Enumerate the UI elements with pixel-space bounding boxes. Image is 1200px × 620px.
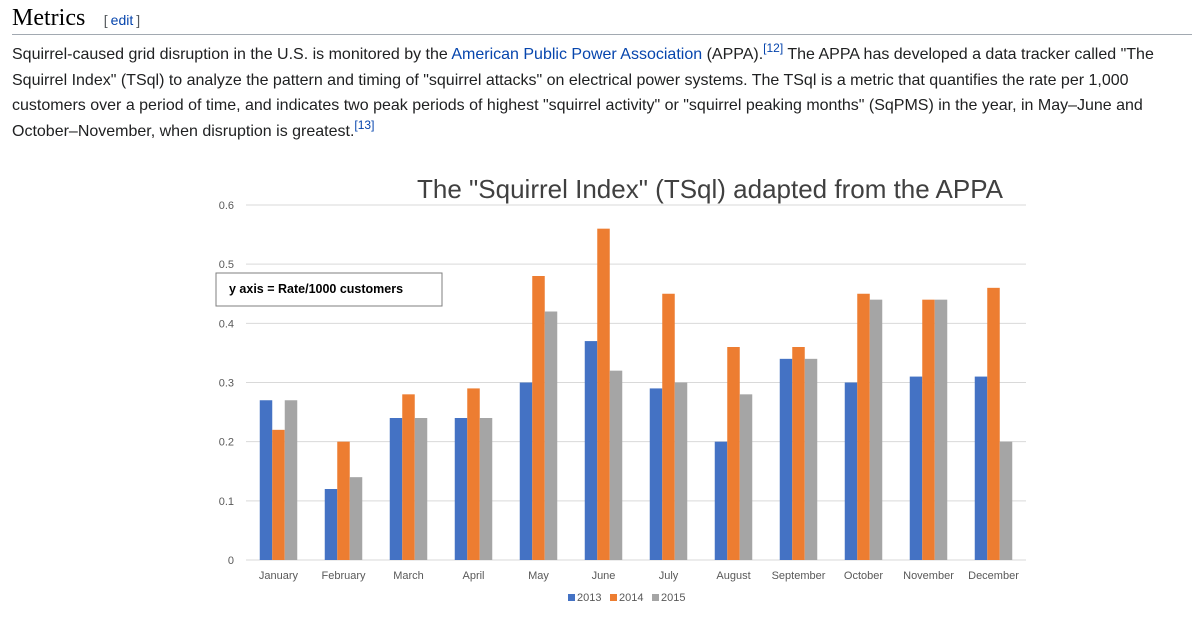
category-label: November xyxy=(903,570,954,582)
bar-march-2014 xyxy=(402,394,415,560)
category-labels: January February March April May June July Augu… xyxy=(259,570,1019,582)
bar-may-2013 xyxy=(519,382,533,560)
legend-swatch-2013 xyxy=(568,594,575,601)
bar-november-2013 xyxy=(909,376,923,560)
edit-section: [edit] xyxy=(104,2,140,38)
bar-july-2014 xyxy=(662,293,675,560)
squirrel-index-chart: The "Squirrel Index" (TSql) adapted from… xyxy=(0,160,1200,620)
category-label: July xyxy=(659,570,679,582)
category-label: October xyxy=(844,570,883,582)
legend-label-2015: 2015 xyxy=(661,592,685,604)
category-label: March xyxy=(393,570,424,582)
bar-november-2015 xyxy=(934,299,948,560)
bar-november-2014 xyxy=(922,299,935,560)
bar-december-2013 xyxy=(974,376,988,560)
bar-august-2015 xyxy=(739,394,753,560)
bars xyxy=(259,228,1013,560)
bar-march-2013 xyxy=(389,418,403,560)
appa-link[interactable]: American Public Power Association xyxy=(451,46,703,63)
bar-february-2014 xyxy=(337,441,350,560)
bar-june-2015 xyxy=(609,370,623,560)
reference-13-link[interactable]: [13] xyxy=(354,117,375,132)
bar-april-2013 xyxy=(454,418,468,560)
bar-june-2014 xyxy=(597,228,610,560)
bar-september-2014 xyxy=(792,347,805,560)
bar-july-2015 xyxy=(674,382,688,560)
bar-february-2013 xyxy=(324,489,338,560)
reference-12-link[interactable]: [12] xyxy=(763,41,784,55)
bar-september-2015 xyxy=(804,358,818,560)
para-text-2: (APPA). xyxy=(702,46,764,63)
bar-february-2015 xyxy=(349,477,363,560)
bar-august-2014 xyxy=(727,347,740,560)
legend-label-2013: 2013 xyxy=(577,592,601,604)
y-tick-label: 0.4 xyxy=(219,318,234,330)
bar-january-2015 xyxy=(284,400,298,560)
legend: 2013 2014 2015 xyxy=(568,592,685,604)
category-label: September xyxy=(772,570,826,582)
bar-october-2013 xyxy=(844,382,858,560)
y-tick-labels: 0 0.1 0.2 0.3 0.4 0.5 0.6 xyxy=(219,200,234,567)
para-text-3: The APPA has developed a data tracker ca… xyxy=(12,46,1154,140)
edit-bracket-open: [ xyxy=(103,12,108,28)
annotation-box: y axis = Rate/1000 customers xyxy=(215,272,443,307)
legend-swatch-2015 xyxy=(652,594,659,601)
bar-september-2013 xyxy=(779,358,793,560)
y-tick-label: 0.3 xyxy=(219,378,234,390)
section-heading: Metrics [edit] xyxy=(12,2,1192,35)
category-label: February xyxy=(321,570,366,582)
gridlines xyxy=(246,204,1026,561)
y-tick-label: 0 xyxy=(228,555,234,567)
bar-january-2014 xyxy=(272,429,285,560)
metrics-paragraph: Squirrel-caused grid disruption in the U… xyxy=(12,42,1192,144)
bar-march-2015 xyxy=(414,418,428,560)
legend-label-2014: 2014 xyxy=(619,592,643,604)
category-label: August xyxy=(716,570,750,582)
y-tick-label: 0.5 xyxy=(219,259,234,271)
edit-bracket-close: ] xyxy=(136,12,141,28)
bar-june-2013 xyxy=(584,341,598,560)
y-tick-label: 0.2 xyxy=(219,437,234,449)
category-label: April xyxy=(462,570,484,582)
chart-title: The "Squirrel Index" (TSql) adapted from… xyxy=(417,174,1004,204)
edit-link[interactable]: edit xyxy=(110,12,134,28)
bar-july-2013 xyxy=(649,388,663,560)
bar-august-2013 xyxy=(714,441,728,560)
bar-january-2013 xyxy=(259,400,273,560)
category-label: December xyxy=(968,570,1019,582)
category-label: May xyxy=(528,570,549,582)
para-text-1: Squirrel-caused grid disruption in the U… xyxy=(12,46,452,63)
bar-october-2015 xyxy=(869,299,883,560)
bar-december-2015 xyxy=(999,441,1013,560)
bar-april-2015 xyxy=(479,418,493,560)
y-tick-label: 0.1 xyxy=(219,496,234,508)
bar-may-2014 xyxy=(532,276,545,560)
bar-april-2014 xyxy=(467,388,480,560)
annotation-text: y axis = Rate/1000 customers xyxy=(229,282,403,296)
legend-swatch-2014 xyxy=(610,594,617,601)
bar-december-2014 xyxy=(987,287,1000,560)
section-title: Metrics xyxy=(12,5,86,31)
category-label: January xyxy=(259,570,299,582)
category-label: June xyxy=(592,570,616,582)
y-tick-label: 0.6 xyxy=(219,200,234,212)
bar-october-2014 xyxy=(857,293,870,560)
bar-may-2015 xyxy=(544,311,558,560)
